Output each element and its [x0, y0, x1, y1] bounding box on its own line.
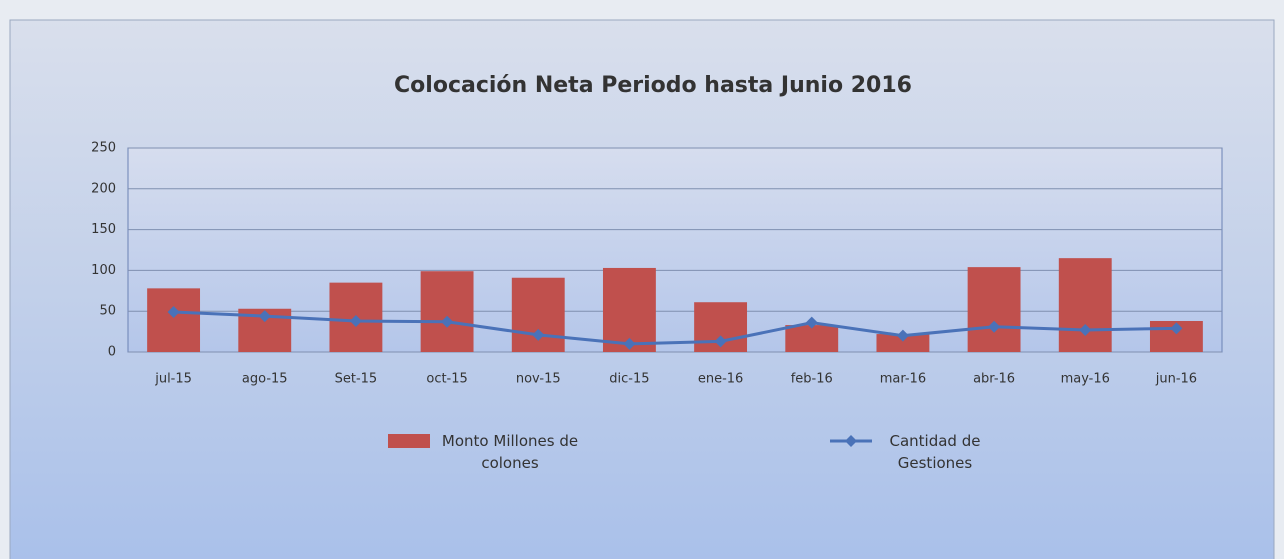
line-marker — [805, 316, 818, 329]
x-tick-label: oct-15 — [426, 372, 467, 387]
line-marker — [1079, 323, 1092, 336]
chart-title: Colocación Neta Periodo hasta Junio 2016 — [394, 73, 912, 98]
bar — [1058, 258, 1112, 352]
legend-swatch — [388, 434, 430, 448]
legend-swatch — [845, 435, 857, 447]
x-tick-label: may-16 — [1061, 372, 1110, 387]
y-tick-label: 0 — [108, 345, 116, 360]
x-tick-label: ene-16 — [698, 372, 743, 387]
y-tick-label: 150 — [91, 222, 116, 237]
x-tick-label: nov-15 — [516, 372, 561, 387]
bar — [967, 267, 1021, 352]
line-marker — [532, 328, 545, 341]
line-marker — [1170, 322, 1183, 335]
x-tick-label: jul-15 — [154, 372, 192, 387]
x-tick-label: abr-16 — [973, 372, 1015, 387]
plot-area — [127, 147, 1223, 353]
line-marker — [623, 337, 636, 350]
line-marker — [167, 306, 180, 319]
bar — [147, 288, 201, 352]
x-tick-label: jun-16 — [1155, 372, 1197, 387]
bar — [876, 334, 930, 352]
x-tick-label: feb-16 — [791, 372, 833, 387]
bar — [420, 271, 474, 352]
x-tick-label: mar-16 — [880, 372, 926, 387]
line-marker — [896, 329, 909, 342]
bar — [785, 325, 839, 352]
x-tick-label: ago-15 — [242, 372, 288, 387]
x-tick-label: Set-15 — [335, 372, 378, 387]
line-marker — [349, 314, 362, 327]
line-marker — [441, 315, 454, 328]
y-tick-label: 250 — [91, 141, 116, 156]
legend-label: Cantidad de Gestiones — [889, 432, 981, 472]
line-marker — [258, 310, 271, 323]
y-tick-label: 50 — [99, 304, 116, 319]
legend-label: Monto Millones de colones — [441, 432, 579, 472]
y-tick-label: 100 — [91, 263, 116, 278]
line-marker — [988, 320, 1001, 333]
y-tick-label: 200 — [91, 181, 116, 196]
line-marker — [714, 335, 727, 348]
x-tick-label: dic-15 — [609, 372, 649, 387]
line — [173, 310, 1177, 346]
